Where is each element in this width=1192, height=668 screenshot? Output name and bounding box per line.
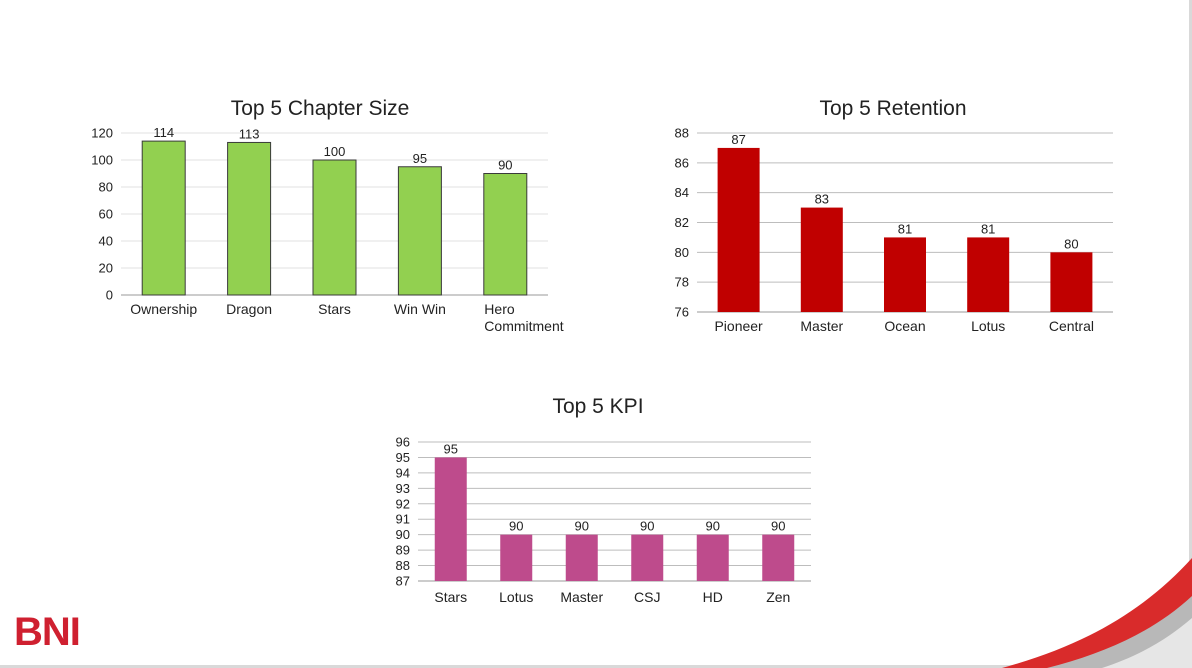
data-label: 81 <box>981 221 995 236</box>
x-tick-label: Ownership <box>130 301 197 317</box>
data-label: 87 <box>731 132 745 147</box>
data-label: 80 <box>1064 236 1078 251</box>
data-label: 90 <box>509 519 523 534</box>
y-tick-label: 80 <box>675 245 689 260</box>
slide-border-right <box>1189 0 1192 668</box>
bar <box>800 207 843 312</box>
data-label: 90 <box>575 519 589 534</box>
x-tick-label: Master <box>800 318 843 334</box>
y-tick-label: 87 <box>396 574 410 589</box>
x-tick-label: Hero Commitment <box>484 301 563 334</box>
y-tick-label: 20 <box>99 261 113 276</box>
bni-logo: BNI <box>14 610 81 654</box>
data-label: 100 <box>324 144 346 159</box>
bar <box>312 159 357 296</box>
y-tick-label: 80 <box>99 180 113 195</box>
data-label: 90 <box>771 519 785 534</box>
y-tick-label: 91 <box>396 512 410 527</box>
x-tick-label: Lotus <box>971 318 1005 334</box>
bar <box>717 147 760 312</box>
y-tick-label: 88 <box>675 126 689 141</box>
x-tick-label: Stars <box>318 301 351 317</box>
chart-title: Top 5 Chapter Size <box>231 97 410 120</box>
y-tick-label: 78 <box>675 275 689 290</box>
x-tick-label: Zen <box>766 589 790 605</box>
y-tick-label: 120 <box>91 126 113 141</box>
data-label: 81 <box>898 221 912 236</box>
bar <box>227 141 272 296</box>
x-tick-label: Pioneer <box>714 318 763 334</box>
y-tick-label: 95 <box>396 450 410 465</box>
y-tick-label: 60 <box>99 207 113 222</box>
x-tick-label: HD <box>703 589 723 605</box>
y-tick-label: 93 <box>396 481 410 496</box>
data-label: 113 <box>239 126 260 141</box>
y-tick-label: 88 <box>396 558 410 573</box>
y-tick-label: 40 <box>99 234 113 249</box>
y-tick-label: 92 <box>396 496 410 511</box>
bar <box>397 166 442 296</box>
data-label: 90 <box>706 519 720 534</box>
x-tick-label: CSJ <box>634 589 660 605</box>
x-tick-label: Master <box>560 589 603 605</box>
chart-title: Top 5 KPI <box>552 395 643 418</box>
chart-chapter-size: Top 5 Chapter Size 0 20 40 60 80 100 120 114 Owne… <box>91 97 563 334</box>
data-label: 114 <box>153 125 174 140</box>
x-tick-label: Lotus <box>499 589 533 605</box>
slide-border-bottom <box>0 665 1192 668</box>
bar <box>967 237 1010 312</box>
y-tick-label: 100 <box>91 153 113 168</box>
y-tick-label: 0 <box>106 288 113 303</box>
data-label: 95 <box>444 441 458 456</box>
y-tick-label: 86 <box>675 155 689 170</box>
y-tick-label: 89 <box>396 543 410 558</box>
bar <box>500 534 533 581</box>
x-tick-label: Ocean <box>884 318 925 334</box>
y-tick-label: 96 <box>396 435 410 450</box>
chart-retention: Top 5 Retention 76 78 80 82 84 86 88 87 Pioneer 83… <box>675 97 1113 334</box>
bar <box>141 140 186 296</box>
x-tick-label: Dragon <box>226 301 272 317</box>
bar <box>434 457 467 581</box>
bar <box>884 237 926 312</box>
x-tick-label: Win Win <box>394 301 446 317</box>
y-tick-label: 84 <box>675 185 689 200</box>
bar <box>631 534 664 581</box>
data-label: 90 <box>498 158 512 173</box>
data-label: 83 <box>815 192 829 207</box>
x-tick-label: Central <box>1049 318 1094 334</box>
bar <box>696 534 729 581</box>
bar <box>565 534 598 581</box>
bar <box>1050 252 1093 312</box>
data-label: 95 <box>413 151 427 166</box>
y-tick-label: 82 <box>675 215 689 230</box>
bar <box>762 534 795 581</box>
bar <box>483 173 528 296</box>
y-tick-label: 90 <box>396 527 410 542</box>
chart-title: Top 5 Retention <box>819 97 966 120</box>
data-label: 90 <box>640 519 654 534</box>
y-tick-label: 94 <box>396 465 410 480</box>
y-tick-label: 76 <box>675 305 689 320</box>
brand-swoosh-graphic <box>1002 558 1192 668</box>
x-tick-label: Stars <box>434 589 467 605</box>
